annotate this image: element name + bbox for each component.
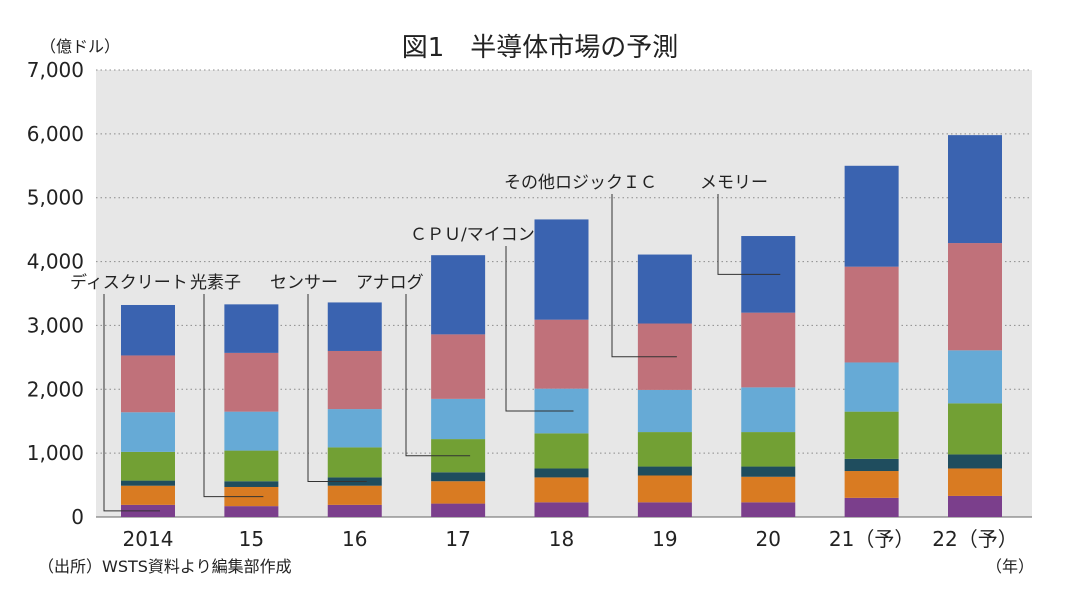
y-axis-unit-label: （億ドル） — [40, 37, 120, 56]
x-axis-ticks: 2014 15 16 17 18 19 20 21（予） 22（予） — [123, 527, 1018, 551]
x-tick-label: 2014 — [123, 527, 174, 551]
bar-segment — [741, 502, 796, 517]
bar-segment — [948, 403, 1002, 455]
y-tick-label: 3,000 — [27, 313, 84, 337]
bar-segment — [327, 302, 382, 351]
bar-segment — [948, 243, 1002, 351]
bar-segment — [327, 504, 382, 517]
bar-segment — [431, 398, 486, 440]
bar-segment — [534, 502, 589, 517]
bar-segment — [741, 432, 796, 467]
bar-segment — [224, 481, 279, 487]
bar-segment — [224, 506, 279, 517]
bar-segment — [121, 412, 175, 452]
annotation-leader-line — [611, 194, 677, 358]
x-tick-label: 19 — [652, 527, 677, 551]
bar-segment — [534, 319, 589, 389]
bar-segment — [637, 389, 692, 433]
bar-segment — [224, 304, 279, 353]
bar-segment — [844, 471, 899, 498]
bar-segment — [431, 472, 486, 482]
bar-segment — [431, 255, 486, 335]
annotation-leader-line — [203, 294, 264, 498]
bar-segment — [741, 476, 796, 503]
bar-segment — [121, 451, 175, 481]
source-note: （出所）WSTS資料より編集部作成 — [38, 557, 292, 576]
annotation-label: ディスクリート — [70, 272, 188, 293]
bar-segment — [741, 466, 796, 477]
bar-segment — [327, 485, 382, 505]
bar-segment — [224, 411, 279, 451]
y-tick-label: 4,000 — [27, 250, 84, 274]
bar-segment — [121, 480, 175, 486]
bar-segment — [844, 266, 899, 363]
bar-segment — [224, 352, 279, 412]
bar-segment — [534, 468, 589, 478]
x-tick-label: 17 — [445, 527, 470, 551]
bar-segment — [637, 432, 692, 467]
annotation-label: その他ロジックＩＣ — [504, 173, 657, 193]
bar-segment — [431, 334, 486, 399]
bar-segment — [534, 433, 589, 469]
y-tick-label: 7,000 — [27, 58, 84, 82]
bar-segment — [327, 447, 382, 478]
bar-segment — [637, 466, 692, 476]
bar-segment — [327, 409, 382, 448]
annotation-leader-line — [307, 294, 367, 483]
x-tick-label: 15 — [239, 527, 264, 551]
x-tick-label: 18 — [549, 527, 574, 551]
bar-segment — [741, 387, 796, 433]
annotation-label: メモリー — [700, 173, 768, 193]
bar-segment — [948, 454, 1002, 469]
bar-segment — [637, 254, 692, 324]
y-tick-label: 5,000 — [27, 186, 84, 210]
annotation-leader-line — [717, 194, 781, 275]
bar-segment — [121, 304, 175, 356]
bar-segment — [844, 165, 899, 267]
bar-segment — [948, 495, 1002, 517]
series-annotations: ディスクリート 光素子 センサー アナログ ＣＰＵ/マイコン その他ロジックＩＣ メモリー — [70, 173, 781, 512]
bar-segment — [844, 497, 899, 517]
bar-segment — [844, 458, 899, 472]
bar-segment — [637, 475, 692, 503]
annotation-label: 光素子 — [190, 273, 241, 293]
bar-segment — [948, 350, 1002, 404]
annotation-label: センサー — [270, 273, 338, 293]
y-tick-label: 2,000 — [27, 377, 84, 401]
bar-segment — [121, 485, 175, 505]
annotation-leader-line — [103, 294, 160, 512]
annotation-label: ＣＰＵ/マイコン — [410, 225, 535, 245]
x-tick-label: 16 — [342, 527, 367, 551]
bar-segment — [741, 312, 796, 388]
bar-segment — [224, 450, 279, 482]
y-axis-ticks: 0 1,000 2,000 3,000 4,000 5,000 6,000 7,000 — [27, 58, 84, 529]
bar-segment — [844, 411, 899, 459]
x-tick-label: 21（予） — [829, 527, 914, 551]
bar-segment — [948, 135, 1002, 244]
y-tick-label: 0 — [71, 505, 84, 529]
y-tick-label: 6,000 — [27, 122, 84, 146]
bar-segment — [431, 481, 486, 504]
bar-segment — [637, 502, 692, 517]
bar-segment — [534, 219, 589, 320]
bar-segment — [121, 355, 175, 413]
chart-title: 図1 半導体市場の予測 — [402, 33, 679, 63]
bar-segment — [534, 477, 589, 503]
annotation-leader-line — [505, 246, 574, 412]
bar-segment — [327, 350, 382, 410]
y-tick-label: 1,000 — [27, 441, 84, 465]
bar-segment — [948, 468, 1002, 496]
x-axis-unit-label: （年） — [986, 557, 1034, 576]
x-tick-label: 20 — [756, 527, 781, 551]
bar-segment — [844, 362, 899, 412]
annotation-label: アナログ — [356, 273, 424, 293]
annotation-leader-line — [405, 294, 471, 457]
bar-segment — [431, 503, 486, 517]
x-tick-label: 22（予） — [932, 527, 1017, 551]
